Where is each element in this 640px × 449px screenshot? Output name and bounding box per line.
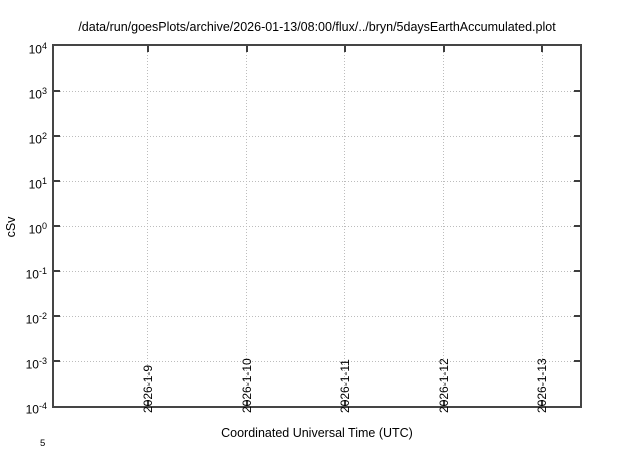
y-tick-label: 10-1	[25, 266, 47, 282]
y-tick-label: 103	[28, 86, 47, 102]
h-gridline	[54, 360, 580, 362]
y-tick-label: 100	[28, 221, 47, 237]
y-tick-mark-left	[54, 270, 60, 272]
y-tick-mark-left	[54, 225, 60, 227]
y-tick-mark-right	[574, 360, 580, 362]
y-tick-mark-left	[54, 360, 60, 362]
v-gridline	[344, 46, 346, 406]
y-tick-mark-left	[54, 135, 60, 137]
x-tick-mark-bottom	[541, 400, 544, 406]
h-gridline	[54, 315, 580, 317]
v-gridline	[147, 46, 149, 406]
v-gridline	[443, 46, 444, 406]
h-gridline	[54, 180, 580, 182]
v-gridline	[541, 46, 543, 406]
y-tick-mark-right	[574, 270, 580, 272]
x-tick-label: 2026-1-10	[239, 358, 254, 413]
y-tick-mark-left	[54, 90, 60, 92]
y-tick-mark-right	[574, 90, 580, 92]
x-tick-mark-bottom	[343, 400, 346, 406]
x-tick-label: 2026-1-9	[140, 364, 155, 413]
x-tick-mark-bottom	[442, 400, 445, 406]
y-tick-label: 10-3	[25, 356, 47, 372]
h-gridline	[54, 90, 580, 92]
x-tick-mark-bottom	[245, 400, 248, 406]
y-tick-mark-right	[574, 315, 580, 317]
y-tick-mark-left	[54, 315, 60, 317]
y-tick-mark-left	[54, 180, 60, 182]
chart-title: /data/run/goesPlots/archive/2026-01-13/0…	[78, 20, 556, 34]
h-gridline	[54, 270, 580, 272]
x-tick-mark-top	[343, 46, 346, 52]
x-tick-mark-top	[146, 46, 149, 52]
y-tick-mark-right	[574, 225, 580, 227]
h-gridline	[54, 225, 580, 227]
x-tick-mark-top	[442, 46, 445, 52]
plot-area	[52, 44, 582, 408]
x-tick-label: 2026-1-11	[337, 359, 352, 413]
x-tick-label: 2026-1-12	[436, 358, 451, 413]
y-tick-label: 102	[28, 131, 47, 147]
x-tick-label: 2026-1-13	[535, 358, 550, 413]
y-tick-mark-right	[574, 180, 580, 182]
y-tick-label: 10-2	[25, 311, 47, 327]
v-gridline	[246, 46, 248, 406]
x-axis-label: Coordinated Universal Time (UTC)	[221, 426, 413, 440]
y-tick-mark-right	[574, 135, 580, 137]
y-tick-label: 104	[28, 41, 47, 57]
x-tick-mark-bottom	[146, 400, 149, 406]
y-tick-label: 101	[28, 176, 47, 192]
h-gridline	[54, 135, 580, 137]
x-tick-mark-top	[245, 46, 248, 52]
clipped-next-panel-tick-fragment: 5	[40, 438, 46, 449]
x-tick-mark-top	[541, 46, 544, 52]
y-tick-label: 10-4	[25, 401, 47, 417]
